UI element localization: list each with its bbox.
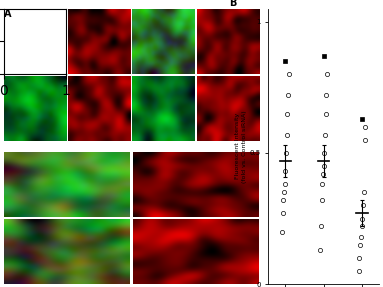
Y-axis label: Fluorescent Intensity
(fold vs. Control siRNA): Fluorescent Intensity (fold vs. Control … [235, 110, 247, 183]
Text: B: B [229, 0, 237, 7]
Text: A: A [4, 9, 11, 19]
